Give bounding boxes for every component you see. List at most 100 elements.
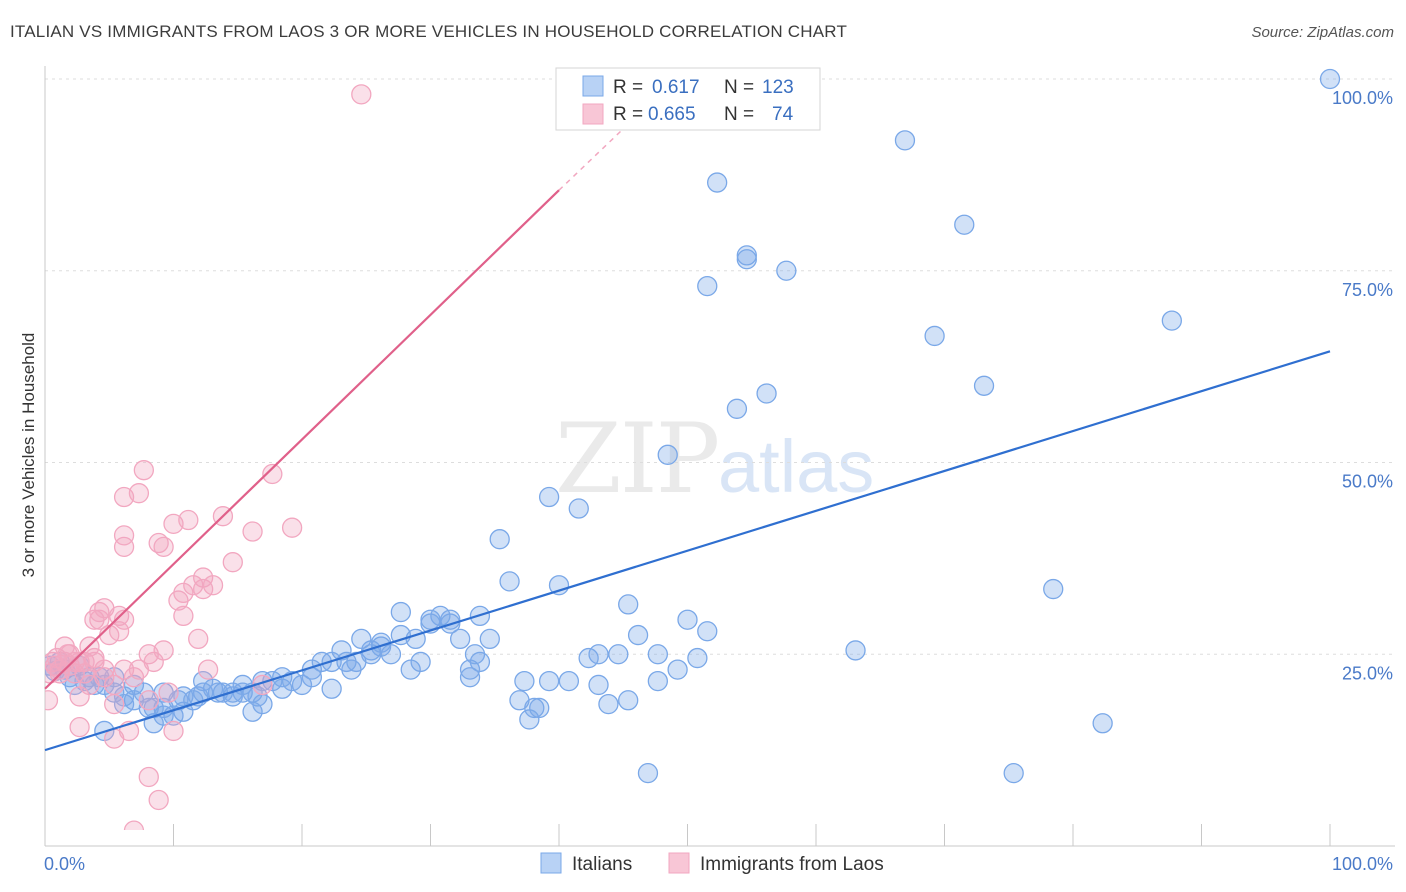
laos-point <box>108 621 130 642</box>
laos-point <box>242 521 263 542</box>
laos-point <box>123 820 145 830</box>
y-tick-label: 100.0% <box>1332 88 1393 108</box>
italians-point <box>440 609 461 630</box>
laos-point <box>148 789 169 811</box>
legend-n-value-2: 74 <box>772 104 794 125</box>
laos-point <box>94 659 115 680</box>
italians-point <box>479 628 500 650</box>
laos-point <box>45 690 59 711</box>
italians-point <box>697 621 718 642</box>
italians-point <box>558 670 580 692</box>
italians-point <box>973 375 995 396</box>
italians-point <box>252 693 273 715</box>
italians-point <box>707 172 728 193</box>
laos-point <box>173 605 194 627</box>
italians-point <box>647 644 668 665</box>
laos-point <box>202 575 224 596</box>
gridlines <box>45 78 1395 655</box>
watermark-atlas: atlas <box>718 425 874 508</box>
legend-r-label-1: R = <box>613 77 643 98</box>
tick-labels: 25.0% 50.0% 75.0% 100.0% 0.0% 100.0% <box>44 88 1393 874</box>
italians-point <box>331 640 352 661</box>
laos-point <box>197 659 219 680</box>
laos-point <box>138 766 159 788</box>
laos-trend-extension <box>558 128 624 191</box>
italians-point <box>568 498 589 519</box>
laos-point <box>351 84 372 105</box>
laos-point <box>188 628 209 650</box>
axes <box>44 66 1395 847</box>
laos-point <box>113 609 135 630</box>
legend-swatch-laos <box>582 103 604 125</box>
italians-point <box>469 651 491 673</box>
italians-point <box>736 249 757 270</box>
italians-point <box>538 486 560 508</box>
laos-point <box>133 460 154 481</box>
italians-point <box>1043 578 1064 600</box>
italians-point <box>776 260 797 281</box>
italians-point <box>924 325 945 347</box>
legend-n-label-1: N = <box>724 77 754 98</box>
italians-point <box>618 594 639 615</box>
trend-lines <box>44 128 1331 752</box>
italians-point <box>647 670 668 692</box>
laos-point <box>281 517 303 538</box>
italians-point <box>608 644 629 665</box>
italians-point <box>489 529 510 550</box>
italians-point <box>687 647 708 669</box>
laos-point <box>262 463 283 485</box>
italians-point <box>954 214 975 235</box>
bottom-legend-italians: Italians <box>572 854 632 875</box>
italians-point <box>657 444 678 465</box>
italians-point <box>677 609 698 630</box>
x-tick-label: 0.0% <box>44 854 85 874</box>
italians-point <box>514 670 535 692</box>
laos-point <box>138 690 159 711</box>
italians-point <box>380 644 402 665</box>
italians-point <box>1092 713 1113 734</box>
bottom-legend-laos: Immigrants from Laos <box>700 854 884 875</box>
italians-point <box>529 697 550 719</box>
italians-point <box>697 275 718 297</box>
italians-point <box>321 678 342 699</box>
italians-point <box>618 690 639 711</box>
italians-point <box>588 644 609 665</box>
italians-point <box>598 693 619 715</box>
bottom-legend: Italians Immigrants from Laos <box>540 852 884 875</box>
legend-n-label-2: N = <box>724 104 754 125</box>
italians-point <box>894 130 916 151</box>
x-tick-label: 100.0% <box>1332 854 1393 874</box>
italians-point <box>627 624 649 646</box>
y-tick-label: 75.0% <box>1342 280 1393 300</box>
legend-n-value-1: 123 <box>762 77 794 98</box>
bottom-legend-swatch-laos <box>668 852 690 874</box>
legend-r-value-1: 0.617 <box>652 77 700 98</box>
italians-point <box>1319 68 1341 90</box>
italians-point <box>845 640 866 661</box>
italians-point <box>410 651 431 673</box>
italians-point <box>459 667 481 688</box>
laos-point <box>113 525 135 546</box>
laos-trend-line <box>44 189 560 690</box>
chart-source: Source: ZipAtlas.com <box>1251 24 1394 41</box>
laos-point <box>113 536 135 558</box>
watermark-zip: ZIP <box>555 403 718 515</box>
italians-point <box>588 674 609 696</box>
italians-trend-line <box>44 350 1331 752</box>
laos-point <box>104 693 125 715</box>
legend-box: R = 0.617 N = 123 R = 0.665 N = 74 <box>555 67 821 131</box>
italians-point <box>726 398 748 419</box>
italians-point <box>1161 310 1182 331</box>
bottom-legend-swatch-italians <box>540 852 562 874</box>
laos-point <box>89 609 110 630</box>
italians-point <box>390 601 411 623</box>
laos-point <box>128 483 150 504</box>
italians-point <box>667 659 688 680</box>
legend-r-value-2: 0.665 <box>648 104 696 125</box>
italians-point <box>1003 762 1024 784</box>
laos-point <box>153 640 174 661</box>
laos-point <box>163 720 184 742</box>
italians-point <box>499 571 520 592</box>
y-tick-label: 25.0% <box>1342 663 1393 683</box>
